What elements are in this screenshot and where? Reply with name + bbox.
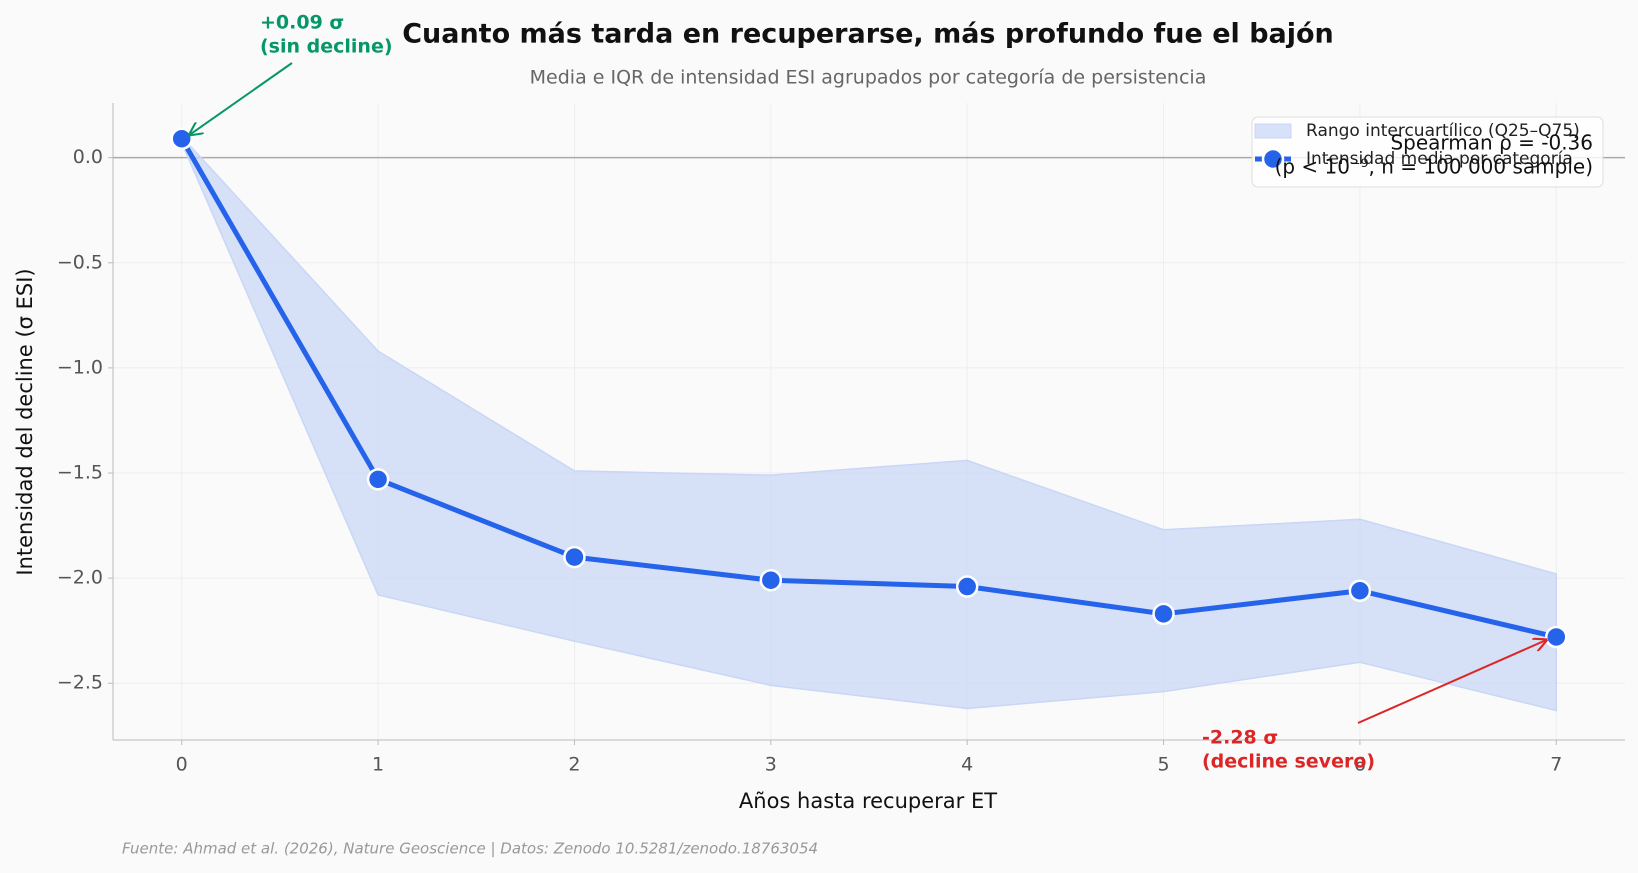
x-tick-label: 0 xyxy=(176,754,188,776)
iqr-band xyxy=(180,134,1558,712)
annotation-text: -2.28 σ xyxy=(1202,727,1278,749)
y-axis-label: Intensidad del decline (σ ESI) xyxy=(13,268,37,575)
x-tick-label: 1 xyxy=(372,754,384,776)
annotation-arrow xyxy=(190,62,293,135)
y-tick-label: −1.0 xyxy=(57,356,103,378)
legend-label: Rango intercuartílico (Q25–Q75) xyxy=(1306,121,1580,141)
chart-title: Cuanto más tarda en recuperarse, más pro… xyxy=(402,19,1334,50)
x-tick-label: 2 xyxy=(568,754,580,776)
y-tick-label: 0.0 xyxy=(73,146,103,168)
mean-line xyxy=(179,137,1557,640)
y-tick-label: −2.0 xyxy=(57,567,103,589)
x-tick-label: 6 xyxy=(1354,754,1366,776)
mean-point xyxy=(170,127,193,150)
y-tick-label: −0.5 xyxy=(57,251,103,273)
mean-point xyxy=(1545,625,1568,649)
mean-point xyxy=(1152,602,1175,626)
legend-marker xyxy=(1261,147,1285,171)
x-tick-label: 4 xyxy=(961,754,973,776)
annotation-text: (sin decline) xyxy=(260,36,393,58)
mean-point xyxy=(563,545,586,569)
mean-point xyxy=(366,468,390,491)
legend-swatch xyxy=(1254,123,1292,139)
mean-point xyxy=(955,575,979,598)
annotation-text: (decline severo) xyxy=(1202,751,1375,773)
legend-label: Intensidad media por categoría xyxy=(1306,149,1573,169)
annotation-arrow xyxy=(1357,640,1546,724)
y-tick-label: −1.5 xyxy=(57,462,103,484)
source-note: Fuente: Ahmad et al. (2026), Nature Geos… xyxy=(122,840,818,858)
mean-point xyxy=(759,568,783,592)
chart-subtitle: Media e IQR de intensidad ESI agrupados … xyxy=(530,67,1207,89)
stats-text: (p < 10⁻⁹, n = 100 000 sample) xyxy=(1275,155,1593,179)
x-tick-label: 3 xyxy=(765,754,777,776)
x-tick-label: 7 xyxy=(1550,754,1562,776)
x-tick-label: 5 xyxy=(1157,754,1169,776)
mean-point xyxy=(1348,579,1372,602)
annotation-text: +0.09 σ xyxy=(260,12,344,34)
y-tick-label: −2.5 xyxy=(57,672,103,694)
x-axis-label: Años hasta recuperar ET xyxy=(739,789,997,813)
legend-box xyxy=(1251,116,1604,188)
stats-text: Spearman ρ = -0.36 xyxy=(1390,131,1593,155)
